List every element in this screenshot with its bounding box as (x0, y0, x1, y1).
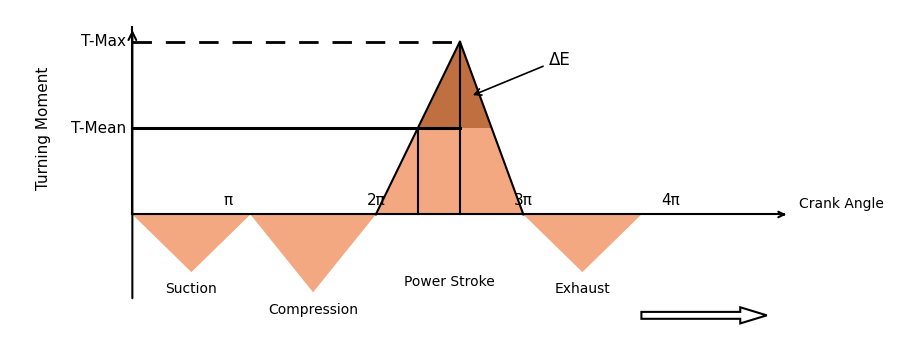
Polygon shape (523, 215, 642, 272)
Text: Suction: Suction (166, 282, 217, 297)
Text: Crank Angle: Crank Angle (799, 197, 885, 211)
Polygon shape (132, 215, 250, 272)
Polygon shape (418, 41, 491, 128)
Text: Exhaust: Exhaust (554, 282, 611, 297)
Text: Power Stroke: Power Stroke (404, 275, 495, 289)
Text: Turning Moment: Turning Moment (36, 66, 51, 190)
Text: 3π: 3π (514, 193, 532, 207)
Text: 2π: 2π (367, 193, 385, 207)
Text: π: π (224, 193, 233, 207)
Text: 4π: 4π (662, 193, 681, 207)
Text: T-Max: T-Max (82, 34, 126, 49)
Text: Compression: Compression (268, 303, 359, 317)
Polygon shape (376, 41, 523, 215)
Text: ΔE: ΔE (474, 51, 571, 95)
Polygon shape (250, 215, 376, 292)
Text: T-Mean: T-Mean (71, 120, 126, 136)
FancyArrow shape (642, 307, 767, 324)
